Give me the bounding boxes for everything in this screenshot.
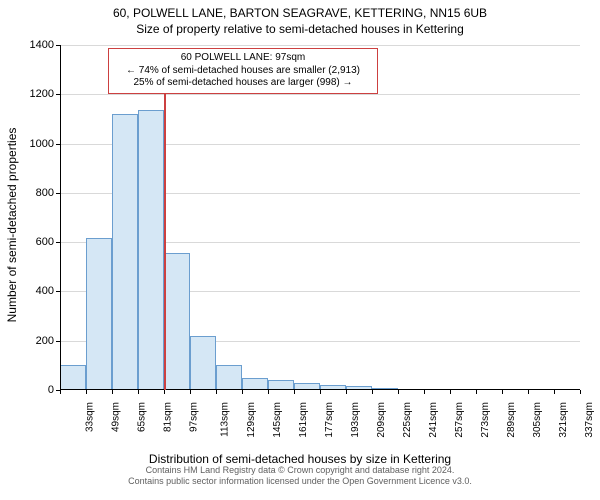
histogram-bar (138, 110, 164, 390)
y-tick-label: 0 (48, 384, 54, 396)
y-tick-label: 800 (36, 187, 54, 199)
x-tick-label: 129sqm (246, 402, 257, 438)
x-tick-mark (112, 390, 113, 394)
x-tick-mark (216, 390, 217, 394)
x-axis-label: Distribution of semi-detached houses by … (0, 452, 600, 466)
y-tick-label: 1200 (30, 88, 54, 100)
callout-line-2: ← 74% of semi-detached houses are smalle… (115, 65, 371, 78)
histogram-bar (216, 365, 242, 390)
x-tick-mark (554, 390, 555, 394)
gridline (60, 94, 580, 95)
histogram-bar (164, 253, 190, 390)
y-tick-label: 600 (36, 236, 54, 248)
x-tick-label: 257sqm (454, 402, 465, 438)
x-tick-label: 113sqm (219, 402, 230, 437)
callout-line-1: 60 POLWELL LANE: 97sqm (115, 52, 371, 65)
property-marker-line (164, 66, 166, 390)
x-tick-mark (60, 390, 61, 394)
x-tick-label: 321sqm (558, 402, 569, 438)
x-tick-mark (242, 390, 243, 394)
callout-line-3: 25% of semi-detached houses are larger (… (115, 77, 371, 90)
x-tick-mark (320, 390, 321, 394)
x-tick-label: 81sqm (163, 402, 174, 432)
x-tick-label: 145sqm (272, 402, 283, 438)
attribution-line-1: Contains HM Land Registry data © Crown c… (0, 465, 600, 475)
x-tick-mark (424, 390, 425, 394)
chart-container: 60, POLWELL LANE, BARTON SEAGRAVE, KETTE… (0, 0, 600, 500)
x-tick-mark (138, 390, 139, 394)
x-tick-label: 193sqm (350, 402, 361, 438)
x-tick-label: 225sqm (402, 402, 413, 438)
y-axis-line (60, 45, 61, 390)
x-tick-mark (528, 390, 529, 394)
x-tick-label: 177sqm (324, 402, 335, 438)
x-tick-mark (346, 390, 347, 394)
x-tick-label: 337sqm (584, 402, 595, 438)
x-tick-mark (450, 390, 451, 394)
x-tick-mark (268, 390, 269, 394)
x-tick-mark (190, 390, 191, 394)
x-tick-label: 65sqm (137, 402, 148, 432)
x-tick-label: 49sqm (111, 402, 122, 432)
attribution-line-2: Contains public sector information licen… (0, 476, 600, 486)
x-tick-mark (294, 390, 295, 394)
x-tick-label: 97sqm (189, 402, 200, 432)
chart-title-sub: Size of property relative to semi-detach… (0, 22, 600, 36)
x-tick-mark (476, 390, 477, 394)
x-tick-label: 33sqm (85, 402, 96, 432)
x-tick-label: 241sqm (428, 402, 439, 438)
y-axis-label-wrap: Number of semi-detached properties (12, 45, 26, 390)
x-tick-mark (502, 390, 503, 394)
histogram-bar (60, 365, 86, 390)
gridline (60, 45, 580, 46)
x-tick-label: 209sqm (376, 402, 387, 438)
histogram-bar (190, 336, 216, 390)
property-callout-box: 60 POLWELL LANE: 97sqm← 74% of semi-deta… (108, 48, 378, 94)
x-tick-mark (164, 390, 165, 394)
y-tick-label: 200 (36, 335, 54, 347)
x-tick-mark (580, 390, 581, 394)
plot-area: 020040060080010001200140033sqm49sqm65sqm… (60, 45, 580, 390)
y-tick-label: 1000 (30, 138, 54, 150)
x-tick-label: 305sqm (532, 402, 543, 438)
histogram-bar (112, 114, 138, 390)
x-tick-mark (86, 390, 87, 394)
x-tick-label: 289sqm (506, 402, 517, 438)
x-tick-label: 161sqm (298, 402, 309, 438)
x-tick-mark (372, 390, 373, 394)
histogram-bar (86, 238, 112, 390)
attribution-text: Contains HM Land Registry data © Crown c… (0, 465, 600, 486)
x-tick-mark (398, 390, 399, 394)
y-axis-label: Number of semi-detached properties (5, 127, 19, 322)
y-tick-label: 400 (36, 285, 54, 297)
chart-title-main: 60, POLWELL LANE, BARTON SEAGRAVE, KETTE… (0, 6, 600, 20)
x-tick-label: 273sqm (480, 402, 491, 438)
y-tick-label: 1400 (30, 39, 54, 51)
